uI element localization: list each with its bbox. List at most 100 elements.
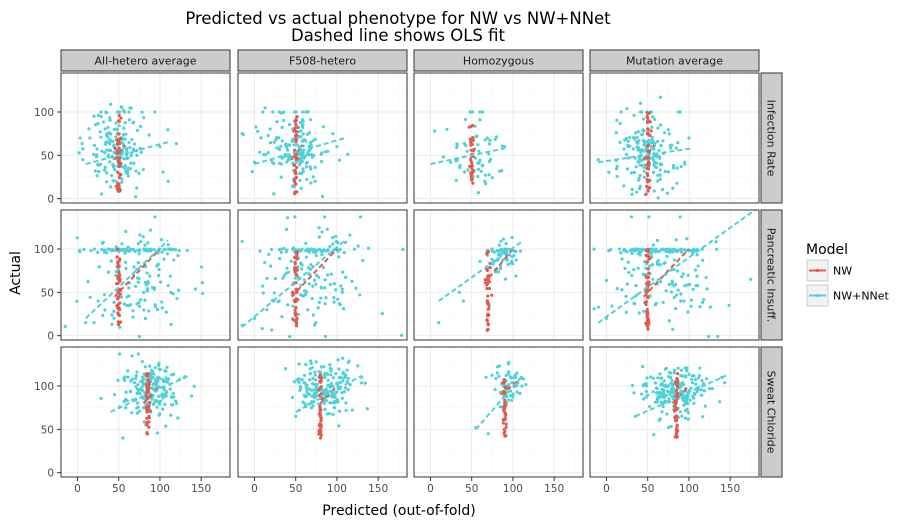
nnet-point [669, 290, 674, 294]
facet-panel [414, 347, 583, 477]
nnet-point [494, 135, 499, 139]
nnet-point [97, 265, 101, 269]
legend-entry: NW [806, 259, 852, 282]
nnet-point [332, 392, 336, 396]
nw-point [644, 192, 648, 196]
nnet-point [162, 257, 166, 261]
nnet-point [275, 135, 279, 140]
nw-point [294, 318, 298, 322]
facet-panels [60, 72, 760, 478]
nnet-point [153, 215, 157, 219]
nnet-point [280, 139, 284, 143]
nnet-point [166, 128, 170, 132]
nnet-point [280, 125, 284, 129]
nnet-point [670, 378, 674, 383]
nnet-point [108, 160, 112, 164]
nnet-point [478, 110, 482, 114]
nnet-point [143, 298, 147, 302]
nnet-point [356, 244, 360, 248]
nnet-point [514, 249, 518, 254]
nw-point [291, 318, 295, 322]
nnet-point [628, 135, 632, 140]
nw-point [294, 322, 299, 326]
nnet-point [106, 135, 110, 139]
nnet-point [637, 156, 642, 160]
nnet-point [254, 125, 258, 129]
nnet-point [291, 247, 295, 251]
nw-point [467, 125, 471, 129]
nnet-point [515, 371, 519, 375]
nnet-point [514, 274, 518, 278]
nnet-point [108, 142, 112, 146]
nnet-point [319, 296, 323, 300]
nnet-point [112, 316, 116, 320]
nnet-point [307, 144, 312, 148]
nnet-point [114, 135, 118, 139]
nnet-ols-fit-line [438, 241, 522, 302]
nnet-point [292, 380, 296, 384]
y-tick-label: 0 [47, 468, 54, 480]
legend: Model NW NW+NNet [806, 242, 890, 307]
nw-point [644, 253, 648, 257]
nw-ols-fit-line [142, 385, 161, 405]
nnet-point [129, 379, 133, 383]
nnet-point [285, 216, 290, 220]
nnet-point [653, 400, 657, 404]
nnet-point [328, 245, 332, 249]
nnet-point [87, 127, 91, 131]
nnet-point [462, 141, 466, 145]
nw-point [115, 255, 119, 259]
nnet-point [117, 268, 121, 272]
nnet-point [678, 391, 682, 395]
nnet-point [143, 243, 147, 247]
nnet-point [670, 384, 674, 389]
nnet-point [336, 381, 340, 385]
nw-point [294, 273, 298, 277]
nw-point [485, 281, 489, 286]
nnet-point [492, 250, 496, 254]
nnet-point [307, 282, 311, 286]
nnet-point [689, 298, 694, 302]
nw-point [646, 189, 650, 193]
nw-point [115, 142, 119, 146]
nnet-point [343, 386, 347, 390]
nnet-point [153, 366, 157, 370]
nnet-point [292, 143, 296, 147]
nnet-point [470, 110, 475, 114]
nnet-point [607, 170, 611, 174]
nnet-point [337, 424, 341, 428]
nnet-point [295, 143, 299, 147]
nnet-point [150, 285, 155, 290]
nw-point [676, 372, 680, 376]
nw-point [116, 313, 121, 317]
nnet-point [640, 163, 644, 168]
nnet-point [676, 366, 680, 370]
nnet-point [132, 248, 136, 252]
nw-point [485, 314, 490, 318]
nnet-point [656, 376, 660, 380]
nnet-point [314, 394, 318, 398]
nnet-point [637, 178, 641, 182]
nnet-point [157, 413, 161, 417]
nw-point [502, 427, 506, 432]
panel-background [61, 210, 230, 340]
nnet-point [138, 233, 142, 237]
nnet-point [649, 252, 653, 256]
nw-point [296, 125, 300, 130]
nnet-point [141, 375, 145, 379]
nnet-point [106, 270, 111, 274]
nnet-point [350, 408, 354, 412]
nnet-point [286, 148, 290, 152]
nnet-point [142, 420, 146, 424]
nw-point [293, 148, 297, 152]
y-tick-label: 100 [34, 244, 54, 256]
nnet-point [648, 404, 652, 409]
nw-point [296, 297, 300, 302]
nnet-point [125, 146, 129, 151]
nnet-point [313, 383, 317, 387]
nnet-point [259, 136, 263, 140]
panel-points [77, 102, 179, 199]
nnet-point [272, 192, 276, 196]
nnet-point [164, 393, 168, 397]
nnet-point [317, 226, 321, 230]
